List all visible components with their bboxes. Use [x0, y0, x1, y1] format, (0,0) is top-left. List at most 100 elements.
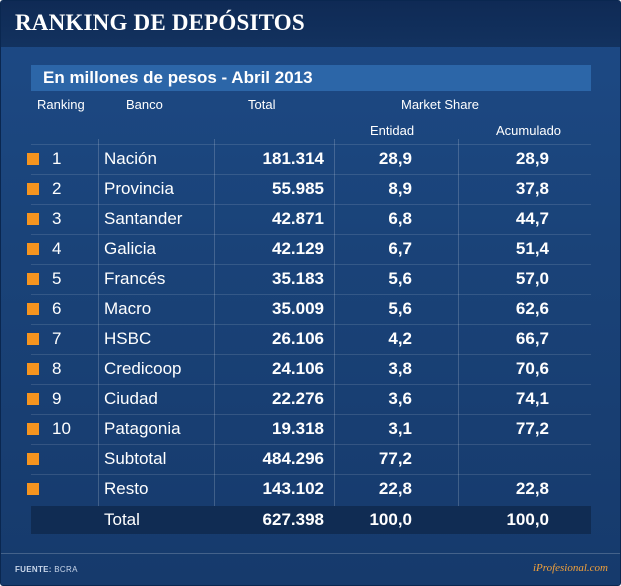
bank-cell: Provincia	[104, 179, 174, 198]
acumulado-cell: 37,8	[515, 179, 549, 198]
total-cell: 55.985	[272, 179, 324, 198]
row-marker-icon	[27, 213, 39, 225]
total-cell: 19.318	[272, 419, 324, 438]
entidad-cell: 3,1	[388, 419, 412, 438]
row-marker-icon	[27, 423, 39, 435]
bank-cell: Subtotal	[104, 449, 167, 468]
header-entidad: Entidad	[370, 123, 415, 138]
acumulado-cell: 22,8	[515, 479, 549, 498]
acumulado-cell: 62,6	[515, 299, 549, 318]
entidad-cell: 3,6	[388, 389, 412, 408]
brand-logo: iProfesional.com	[532, 562, 608, 574]
row-marker-icon	[27, 183, 39, 195]
total-label-cell: Total	[104, 510, 140, 529]
row-divider	[31, 474, 591, 475]
column-separator	[334, 139, 335, 534]
bank-cell: Santander	[104, 209, 183, 228]
bank-cell: HSBC	[104, 329, 152, 348]
acumulado-cell: 28,9	[515, 149, 549, 168]
row-divider	[31, 354, 591, 355]
rank-cell: 5	[52, 269, 62, 288]
row-marker-icon	[27, 243, 39, 255]
column-separator	[214, 139, 215, 534]
row-divider	[31, 414, 591, 415]
column-separator	[98, 139, 99, 534]
row-marker-icon	[27, 483, 39, 495]
rank-cell: 4	[52, 239, 62, 258]
header-banco: Banco	[126, 97, 163, 112]
entidad-cell: 3,8	[388, 359, 412, 378]
rank-cell: 2	[52, 179, 62, 198]
row-marker-icon	[27, 393, 39, 405]
entidad-cell: 6,7	[388, 239, 412, 258]
entidad-cell: 4,2	[388, 329, 412, 348]
entidad-cell: 5,6	[388, 269, 412, 288]
total-cell: 181.314	[262, 149, 324, 168]
acumulado-cell: 70,6	[515, 359, 549, 378]
total-cell: 143.102	[262, 479, 324, 498]
total-cell: 42.129	[272, 239, 324, 258]
header-market-share: Market Share	[401, 97, 480, 112]
row-divider	[31, 204, 591, 205]
acumulado-cell: 44,7	[515, 209, 549, 228]
total-cell: 24.106	[272, 359, 324, 378]
total-cell: 484.296	[262, 449, 324, 468]
total-cell: 42.871	[272, 209, 324, 228]
bank-cell: Nación	[104, 149, 157, 168]
header-total: Total	[248, 97, 276, 112]
row-divider	[31, 384, 591, 385]
entidad-cell: 22,8	[378, 479, 412, 498]
row-marker-icon	[27, 453, 39, 465]
rank-cell: 1	[52, 149, 62, 168]
header-ranking: Ranking	[37, 97, 85, 112]
acumulado-cell: 57,0	[515, 269, 549, 288]
chart-subtitle: En millones de pesos - Abril 2013	[43, 68, 313, 87]
total-cell: 35.183	[272, 269, 324, 288]
bank-cell: Galicia	[104, 239, 156, 258]
total-cell: 22.276	[272, 389, 324, 408]
entidad-cell: 8,9	[388, 179, 412, 198]
row-divider	[31, 264, 591, 265]
subtitle-bar: En millones de pesos - Abril 2013	[31, 65, 591, 91]
acumulado-cell: 66,7	[515, 329, 549, 348]
total-cell: 35.009	[272, 299, 324, 318]
entidad-cell: 28,9	[378, 149, 412, 168]
rank-cell: 9	[52, 389, 62, 408]
entidad-cell: 5,6	[388, 299, 412, 318]
rank-cell: 3	[52, 209, 62, 228]
row-marker-icon	[27, 153, 39, 165]
source-note: FUENTE: BCRA	[15, 565, 78, 574]
row-divider	[31, 144, 591, 145]
row-divider	[31, 444, 591, 445]
header-acumulado: Acumulado	[496, 123, 562, 138]
source-label: FUENTE:	[15, 565, 52, 574]
total-cell: 26.106	[272, 329, 324, 348]
rank-cell: 6	[52, 299, 62, 318]
entidad-cell: 6,8	[388, 209, 412, 228]
column-separator	[458, 139, 459, 534]
title-bar: RANKING DE DEPÓSITOS	[1, 1, 620, 47]
total-acumulado-cell: 100,0	[506, 510, 549, 529]
total-row-bar	[31, 506, 591, 534]
bank-cell: Ciudad	[104, 389, 158, 408]
bank-cell: Francés	[104, 269, 166, 288]
row-marker-icon	[27, 333, 39, 345]
acumulado-cell: 77,2	[515, 419, 549, 438]
total-value-cell: 627.398	[262, 510, 324, 529]
entidad-cell: 77,2	[378, 449, 412, 468]
rank-cell: 10	[52, 419, 71, 438]
rank-cell: 8	[52, 359, 62, 378]
row-marker-icon	[27, 273, 39, 285]
bank-cell: Patagonia	[104, 419, 181, 438]
row-divider	[31, 324, 591, 325]
rank-cell: 7	[52, 329, 62, 348]
row-divider	[31, 174, 591, 175]
source-value: BCRA	[54, 565, 78, 574]
chart-title: RANKING DE DEPÓSITOS	[15, 10, 305, 35]
footer-divider	[1, 553, 620, 554]
row-marker-icon	[27, 363, 39, 375]
total-entidad-cell: 100,0	[369, 510, 412, 529]
acumulado-cell: 51,4	[515, 239, 549, 258]
row-marker-icon	[27, 303, 39, 315]
